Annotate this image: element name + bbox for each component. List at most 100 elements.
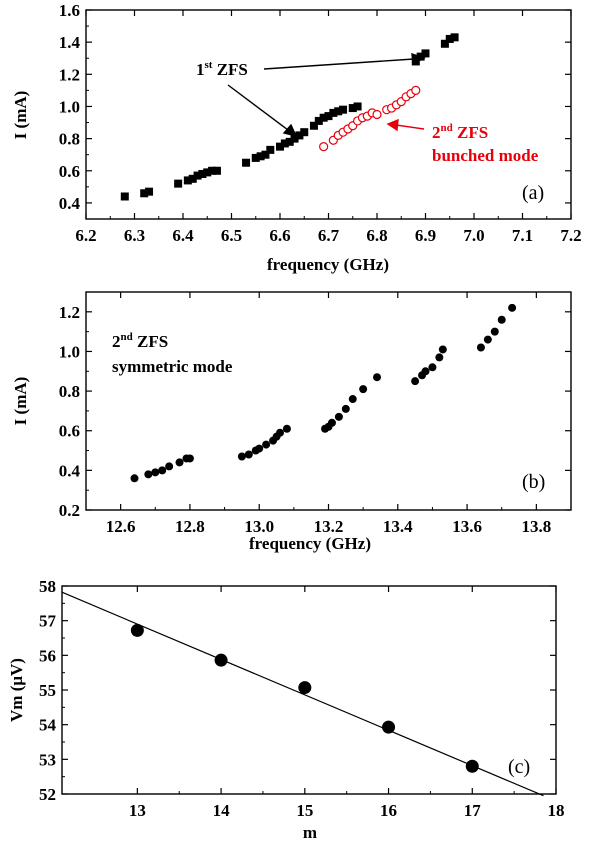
data-point-circle	[490, 327, 499, 336]
data-point-square	[445, 34, 454, 43]
data-point-circle	[255, 444, 264, 453]
data-point-square	[242, 158, 251, 167]
data-point-circle	[151, 468, 160, 477]
annotation-first-zfs-superscript: st	[205, 59, 213, 71]
y-tick-label-b: 0.4	[59, 461, 81, 480]
data-point-circle	[373, 373, 381, 382]
data-point-circle	[348, 395, 357, 404]
x-axis-label-c: m	[303, 823, 317, 842]
arrows-first-zfs	[227, 52, 426, 138]
arrow-line-to-lower-branch	[227, 84, 289, 131]
panel-c: 13 14 15 16 17 18 52 53 54 55 56 57 58 m Vm (μV) (c)	[7, 577, 565, 842]
ticks-a: 6.2 6.3 6.4 6.5 6.6 6.7 6.8 6.9 7.0 7.1 7.2 0.4 0.6 0…	[59, 1, 582, 245]
data-point-square	[300, 128, 309, 137]
x-axis-label-a: frequency (GHz)	[267, 255, 389, 274]
data-point-circle	[421, 367, 430, 376]
arrowhead-upper-branch	[411, 52, 426, 66]
data-point-square	[290, 134, 299, 143]
data-point-square	[295, 131, 304, 140]
x-tick-label-a: 6.8	[366, 226, 387, 245]
data-point-square	[251, 153, 260, 162]
y-tick-label-a: 1.0	[59, 97, 80, 116]
annotation-second-zfs-b-text: ZFS	[133, 332, 168, 351]
data-point-open-circle	[411, 85, 421, 95]
data-point-circle	[508, 303, 517, 312]
data-point-circle	[262, 440, 271, 449]
data-point-circle	[244, 450, 253, 459]
x-tick-label-a: 6.3	[124, 226, 145, 245]
y-tick-label-c: 55	[39, 681, 56, 700]
x-tick-label-b: 13.2	[314, 517, 344, 536]
data-point-circle	[165, 462, 174, 471]
data-point-square	[348, 104, 357, 113]
plot-frame-b	[85, 291, 572, 511]
data-point-circle	[237, 452, 246, 461]
panel-b: 12.6 12.8 13.0 13.2 13.4 13.6 13.8 0.2 0.4 0.6 0.8…	[11, 291, 572, 553]
data-point-circle	[382, 720, 396, 734]
x-tick-label-b: 13.4	[383, 517, 413, 536]
annotation-second-zfs-a-number: 2	[432, 123, 441, 142]
data-point-square	[285, 137, 294, 146]
data-point-square	[203, 168, 212, 177]
data-point-open-circle	[372, 109, 382, 120]
data-point-circle	[185, 454, 194, 463]
arrowhead-lower-branch	[282, 123, 298, 138]
y-tick-label-c: 56	[39, 646, 56, 665]
data-point-circle	[158, 466, 167, 475]
x-tick-label-a: 6.2	[75, 226, 96, 245]
data-point-circle	[175, 458, 184, 467]
data-point-circle	[130, 474, 139, 483]
data-point-circle	[298, 681, 312, 695]
annotation-second-zfs-a-text: ZFS	[453, 123, 488, 142]
data-point-square	[145, 187, 154, 196]
points-a	[120, 33, 459, 201]
x-axis-label-b: frequency (GHz)	[249, 534, 371, 553]
data-point-circle	[327, 418, 336, 427]
data-point-circle	[438, 345, 447, 354]
y-tick-label-a: 1.4	[59, 33, 81, 52]
y-tick-label-b: 1.2	[59, 303, 80, 322]
data-point-square	[174, 179, 183, 188]
data-point-square	[256, 152, 265, 161]
y-tick-label-a: 0.4	[59, 194, 81, 213]
data-point-square	[276, 142, 284, 151]
y-axis-label-b: I (mA)	[11, 377, 30, 426]
y-tick-label-b: 0.8	[59, 382, 80, 401]
y-tick-label-a: 1.2	[59, 65, 80, 84]
y-tick-label-b: 1.0	[59, 342, 80, 361]
data-point-square	[324, 112, 333, 121]
panel-label-b: (b)	[522, 471, 545, 493]
data-point-square	[329, 108, 338, 117]
y-tick-label-c: 52	[39, 785, 56, 804]
data-point-square	[188, 174, 197, 183]
data-point-circle	[214, 653, 228, 667]
data-point-circle	[435, 353, 444, 362]
data-point-open-circle	[319, 142, 329, 152]
annotation-second-zfs-b-superscript: nd	[121, 331, 133, 343]
y-tick-label-b: 0.6	[59, 422, 80, 441]
x-tick-label-b: 13.8	[521, 517, 551, 536]
y-axis-label-a: I (mA)	[11, 91, 30, 140]
x-tick-label-a: 7.2	[560, 226, 581, 245]
annotation-second-zfs-b-number: 2	[112, 332, 121, 351]
data-point-square	[309, 121, 318, 130]
data-point-square	[334, 107, 343, 116]
y-tick-label-a: 0.8	[59, 130, 80, 149]
x-tick-label-a: 6.7	[318, 226, 340, 245]
panel-label-c: (c)	[508, 756, 530, 778]
annotation-symmetric-mode: symmetric mode	[112, 357, 233, 376]
x-tick-label-c: 18	[548, 801, 565, 820]
points-b	[130, 303, 517, 483]
data-point-square	[339, 105, 348, 114]
data-point-square	[198, 169, 207, 178]
x-tick-label-a: 6.5	[221, 226, 242, 245]
data-point-square	[212, 166, 221, 175]
ticks-c: 13 14 15 16 17 18 52 53 54 55 56 57 58	[39, 577, 565, 820]
annotation-second-zfs-b: 2nd ZFS	[112, 331, 168, 351]
data-point-circle	[341, 404, 350, 413]
data-point-circle	[276, 428, 284, 437]
y-tick-label-c: 57	[39, 612, 57, 631]
data-point-circle	[483, 335, 492, 344]
x-tick-label-a: 7.1	[512, 226, 533, 245]
annotation-first-zfs-number: 1	[196, 60, 205, 79]
